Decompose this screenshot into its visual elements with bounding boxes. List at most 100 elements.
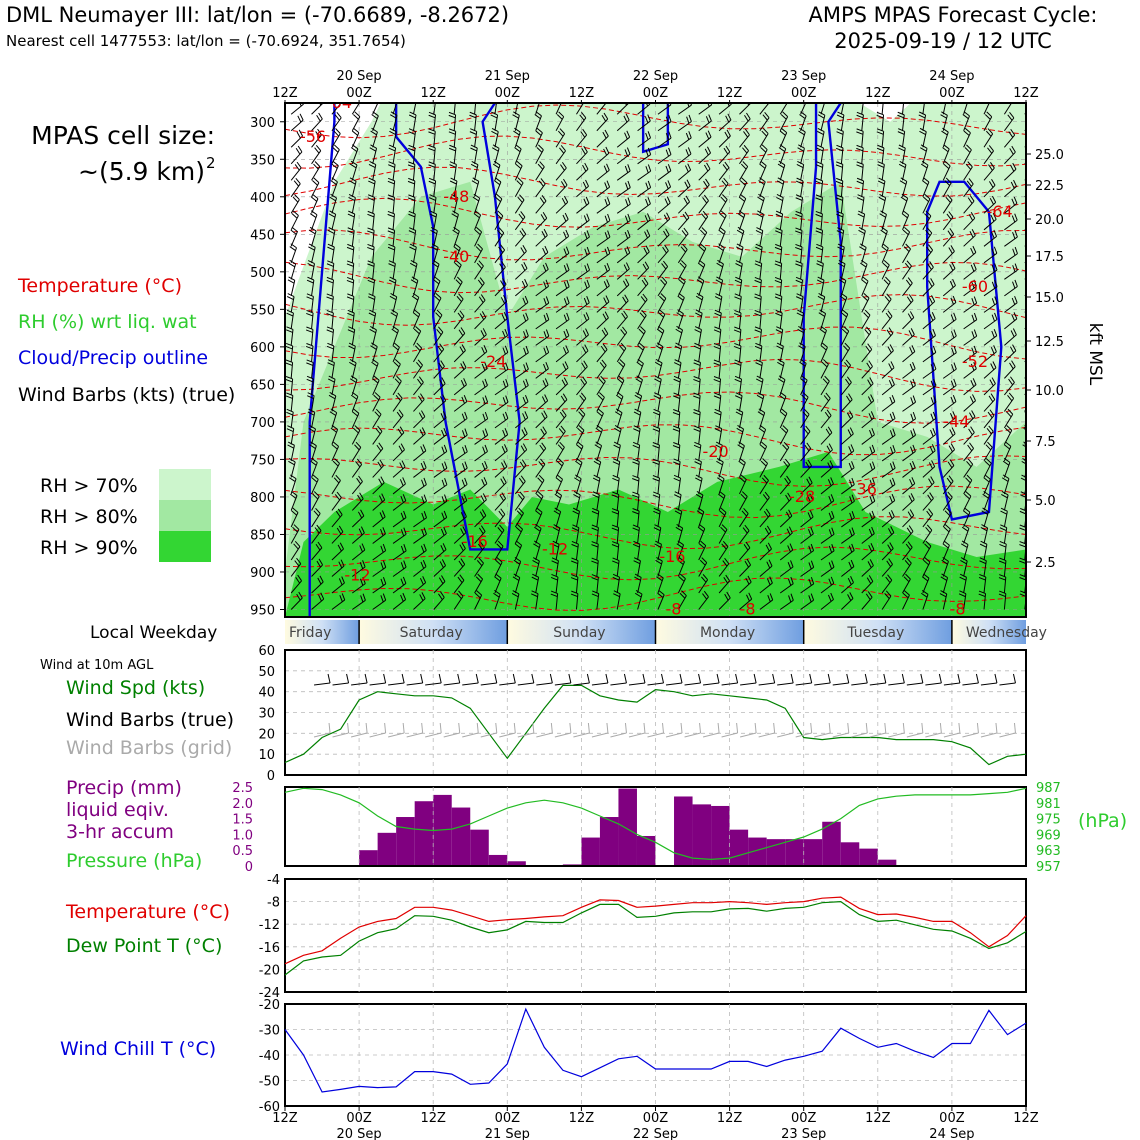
wind-barb-flag: [805, 461, 810, 469]
wind-barb-flag: [484, 378, 488, 386]
wind-barb-true-flag: [642, 673, 646, 684]
wind-barb: [637, 326, 646, 346]
wind-barb-flag: [891, 394, 896, 402]
wind-barb-flag: [479, 313, 485, 320]
wind-barb-flag: [428, 131, 436, 135]
wind-barb-flag: [967, 197, 973, 204]
wind-barb-flag: [766, 578, 771, 586]
wind-barb-flag: [940, 590, 947, 595]
wind-barb-flag: [857, 99, 863, 102]
wind-barb-flag: [863, 312, 869, 319]
wind-barb: [311, 177, 320, 198]
wind-barb: [776, 342, 784, 362]
wind-barb-flag: [395, 395, 401, 402]
wind-barb-staff: [983, 103, 990, 115]
wind-barb-flag: [930, 364, 934, 372]
wind-barb: [453, 461, 468, 478]
wind-barb-flag: [654, 524, 662, 529]
wind-barb: [963, 279, 977, 297]
wind-barb: [841, 444, 855, 462]
wind-barb-flag: [761, 144, 768, 150]
wind-barb: [693, 359, 701, 379]
wind-barb-flag: [367, 279, 375, 284]
wind-barb-flag: [884, 593, 890, 599]
wind-barb: [596, 180, 611, 198]
wind-barb-flag: [799, 361, 806, 367]
wind-barb-true: [684, 673, 702, 686]
wind-barb-flag: [870, 543, 875, 550]
wind-barb: [591, 574, 599, 594]
wind-barb-flag: [515, 163, 522, 169]
wind-barb-flag: [557, 95, 562, 100]
wind-barb-flag: [593, 460, 601, 466]
wind-barb: [453, 574, 465, 594]
wind-barb-flag: [703, 180, 708, 188]
wind-barb-flag: [520, 475, 526, 482]
wind-barb: [352, 593, 366, 610]
wind-barb: [494, 492, 507, 511]
wind-barb-flag: [535, 111, 542, 117]
wind-barb: [346, 276, 355, 296]
wind-barb: [856, 177, 865, 197]
wind-barb-flag: [945, 494, 951, 501]
wind-barb-staff: [922, 103, 925, 115]
wind-barb-flag: [735, 395, 742, 400]
wind-barb-flag: [496, 543, 502, 550]
wind-barb-flag: [477, 573, 483, 580]
wind-barb-flag: [741, 177, 748, 183]
wind-barb: [857, 99, 864, 115]
wind-barb: [596, 311, 609, 330]
wind-barb-flag: [677, 295, 684, 301]
wind-barb-flag: [492, 144, 500, 149]
wind-barb: [555, 425, 566, 445]
wind-barb-flag: [380, 595, 384, 603]
wind-barb-flag: [439, 396, 444, 403]
wind-barb-flag: [921, 589, 929, 595]
wind-barb-flag: [760, 441, 767, 447]
wind-barb: [858, 226, 866, 247]
wind-barb-flag: [695, 474, 703, 479]
wind-barb: [902, 477, 916, 495]
wind-barb-flag: [931, 312, 936, 319]
wind-barb: [433, 360, 445, 379]
wind-barb-flag: [929, 446, 934, 453]
wind-barb-flag: [367, 210, 375, 215]
wind-barb: [714, 408, 722, 428]
wind-barb: [428, 177, 437, 197]
wind-barb: [902, 428, 917, 445]
kft-tick-label: 20.0: [1035, 213, 1064, 228]
wind-barb: [596, 129, 609, 148]
wind-barb-flag: [943, 526, 950, 533]
wind-barb-flag: [349, 163, 357, 169]
wind-barb-flag: [420, 393, 425, 400]
wind-barb-flag: [662, 246, 667, 254]
wind-barb-flag: [491, 111, 498, 116]
wind-barb-flag: [309, 213, 317, 218]
wind-barb-flag: [378, 478, 383, 486]
wind-barb-flag: [308, 427, 316, 433]
wind-barb-flag: [320, 592, 325, 600]
cross-section-content: -64-56-48-40-24-16-12-12-8 -8 -8-16-20-28-…: [285, 95, 1026, 617]
wind-barb: [673, 458, 681, 478]
wind-barb: [326, 293, 334, 313]
wind-barb: [736, 424, 745, 445]
wind-barb-flag: [990, 393, 996, 400]
wind-barb-flag: [910, 493, 915, 500]
wind-barb-flag: [835, 147, 843, 152]
wind-barb-flag: [541, 442, 547, 449]
wind-barb-flag: [428, 111, 436, 116]
wind-barb-flag: [869, 496, 873, 504]
wind-barb-flag: [597, 408, 604, 414]
swatch-rh70: [159, 469, 211, 500]
weekday-label: Sunday: [553, 625, 605, 641]
wind-barb: [754, 326, 762, 346]
legend-windchill: Wind Chill T (°C): [60, 1038, 216, 1060]
wind-barb-flag: [815, 246, 823, 251]
wind-barb: [514, 491, 525, 511]
wind-barb: [392, 392, 403, 412]
wind-barb-flag: [665, 116, 670, 124]
wind-barb-flag: [327, 246, 335, 251]
wind-barb-flag: [516, 510, 523, 517]
wind-barb: [387, 194, 395, 214]
wind-barb-true: [628, 673, 646, 686]
